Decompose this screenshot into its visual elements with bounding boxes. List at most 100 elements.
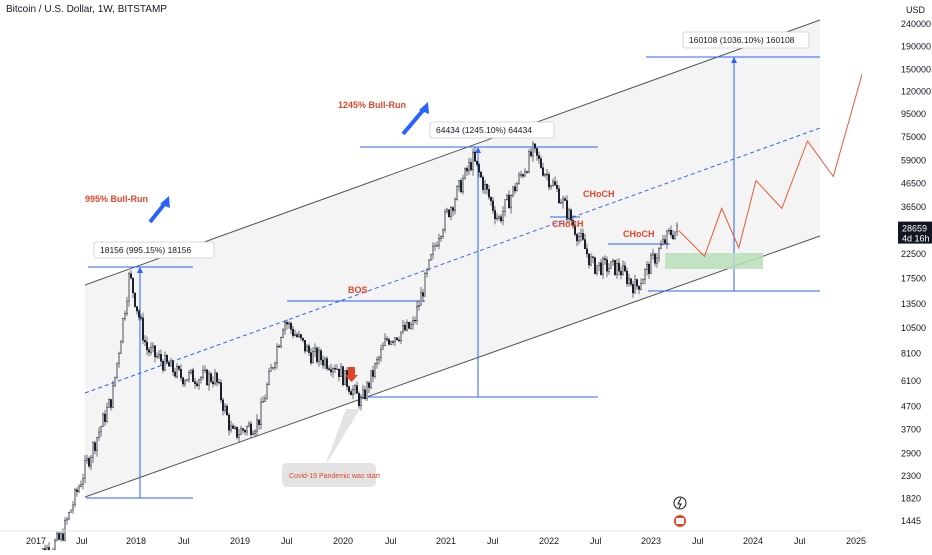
candle-body [278, 346, 281, 348]
candle-body [456, 186, 459, 200]
candle-body [596, 265, 599, 274]
candle-body [466, 168, 469, 172]
measure-2-label: 64434 (1245.10%) 64434 [429, 121, 555, 139]
candle-body [328, 368, 331, 370]
candle-body [540, 158, 543, 168]
candle-body [187, 372, 190, 380]
candle-body [109, 399, 112, 408]
candle-body [209, 373, 212, 382]
candle-body [388, 339, 391, 345]
candle-body [590, 256, 593, 266]
candle-body [394, 337, 397, 343]
candle-body [354, 385, 357, 390]
candle-body [203, 369, 206, 371]
covid-callout-pointer [325, 409, 360, 466]
y-tick-label: 46500 [901, 179, 926, 189]
y-tick-label: 95000 [901, 109, 926, 119]
candle-body [562, 198, 565, 204]
candle-body [352, 389, 355, 396]
candle-body [496, 217, 499, 220]
candle-body [115, 362, 118, 378]
candle-body [576, 234, 579, 242]
candle-body [251, 433, 254, 436]
candle-body [580, 232, 583, 237]
candle-body [221, 399, 224, 411]
candle-body [300, 334, 303, 339]
candle-body [179, 369, 182, 379]
candle-body [350, 391, 353, 396]
candle-body [145, 341, 148, 351]
candle-body [500, 216, 503, 222]
candle-body [640, 283, 643, 290]
candle-body [119, 340, 122, 354]
candle-body [404, 325, 407, 331]
candle-body [536, 148, 539, 156]
candle-body [418, 305, 421, 307]
candle-body [113, 376, 116, 386]
candle-body [666, 230, 669, 244]
candle-body [502, 211, 505, 222]
candle-body [558, 188, 561, 204]
x-tick-label: Jul [76, 536, 88, 546]
candle-body [486, 184, 489, 190]
candle-body [155, 356, 158, 358]
measure-1-label-box [93, 241, 215, 259]
candle-body [296, 334, 299, 337]
y-tick-label: 59000 [901, 155, 926, 165]
candle-body [528, 151, 531, 173]
candle-body [286, 322, 289, 325]
candle-body [67, 512, 70, 520]
candle-body [65, 518, 68, 521]
candle-body [332, 368, 335, 373]
candle-body [131, 277, 134, 294]
candle-body [382, 345, 385, 350]
candle-body [570, 209, 573, 221]
candle-body [614, 259, 617, 276]
candle-body [648, 264, 651, 274]
candle-body [532, 143, 535, 157]
candle-body [69, 509, 72, 513]
candle-body [452, 207, 455, 211]
measure-3-label: 160108 (1036.10%) 160108 [682, 31, 810, 49]
candle-body [650, 254, 653, 274]
x-tick-label: 2019 [230, 536, 250, 546]
bull-run-2-label: 1245% Bull-Run [338, 100, 406, 110]
candle-body [522, 174, 525, 177]
x-tick-label: 2025 [846, 536, 866, 546]
candles-layer [34, 141, 679, 555]
candle-body [372, 370, 375, 377]
candle-body [606, 259, 609, 272]
candle-body [616, 263, 619, 276]
candle-body [243, 430, 246, 433]
candle-body [530, 151, 533, 157]
candle-body [668, 229, 671, 232]
candle-body [442, 229, 445, 237]
candle-body [494, 210, 497, 220]
candle-body [428, 259, 431, 270]
candle-body [638, 285, 641, 290]
candle-body [141, 317, 144, 341]
y-tick-label: 10500 [901, 323, 926, 333]
x-tick-label: Jul [590, 536, 602, 546]
candle-body [336, 368, 339, 371]
candle-body [408, 322, 411, 329]
candle-body [111, 385, 114, 408]
candle-body [181, 377, 184, 385]
candle-body [554, 181, 557, 186]
x-tick-label: Jul [178, 536, 190, 546]
candle-body [444, 211, 447, 231]
candle-body [370, 370, 373, 388]
candle-body [308, 345, 311, 353]
candle-body [288, 322, 291, 325]
candle-body [312, 351, 315, 364]
candle-body [284, 322, 287, 331]
candle-body [632, 284, 635, 294]
candle-body [478, 164, 481, 173]
candle-body [334, 368, 337, 370]
candle-body [518, 174, 521, 184]
covid-callout-box [282, 463, 376, 487]
candle-body [213, 372, 216, 385]
candle-body [476, 160, 479, 165]
measure-1-label: 18156 (995.15%) 18156 [93, 241, 215, 259]
candle-body [664, 239, 667, 244]
